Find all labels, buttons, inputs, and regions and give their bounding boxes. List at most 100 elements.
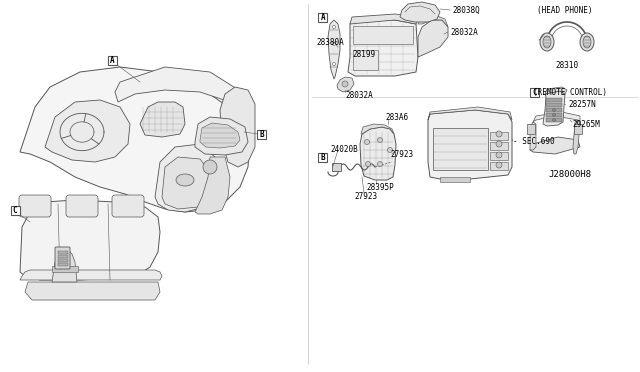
Polygon shape bbox=[328, 20, 340, 79]
Polygon shape bbox=[140, 102, 185, 137]
Text: 28310: 28310 bbox=[556, 61, 579, 70]
Polygon shape bbox=[400, 2, 440, 22]
Circle shape bbox=[496, 141, 502, 147]
FancyBboxPatch shape bbox=[257, 129, 266, 138]
Polygon shape bbox=[115, 67, 248, 112]
Text: - SEC.690: - SEC.690 bbox=[513, 137, 555, 145]
Bar bbox=[546, 103, 562, 107]
Circle shape bbox=[203, 160, 217, 174]
Circle shape bbox=[496, 131, 502, 137]
Polygon shape bbox=[195, 117, 248, 155]
Circle shape bbox=[387, 148, 392, 153]
Circle shape bbox=[365, 161, 371, 167]
Polygon shape bbox=[360, 127, 396, 180]
Polygon shape bbox=[200, 123, 240, 148]
Text: B: B bbox=[321, 153, 325, 161]
Bar bbox=[353, 50, 378, 70]
FancyBboxPatch shape bbox=[319, 153, 328, 161]
Polygon shape bbox=[530, 137, 580, 154]
Text: 28395P: 28395P bbox=[366, 183, 394, 192]
Bar bbox=[546, 98, 562, 102]
Circle shape bbox=[378, 161, 383, 167]
Bar bbox=[58, 259, 67, 262]
Circle shape bbox=[342, 81, 348, 87]
Text: 28038Q: 28038Q bbox=[452, 6, 480, 15]
Polygon shape bbox=[428, 110, 512, 179]
Text: 28257N: 28257N bbox=[568, 99, 596, 109]
Polygon shape bbox=[350, 14, 418, 24]
Text: A: A bbox=[109, 55, 115, 64]
Circle shape bbox=[496, 152, 502, 158]
FancyBboxPatch shape bbox=[66, 195, 98, 217]
Text: 28380A: 28380A bbox=[316, 38, 344, 46]
Bar bbox=[490, 152, 508, 160]
Text: C: C bbox=[532, 87, 538, 96]
Text: B: B bbox=[260, 129, 264, 138]
Circle shape bbox=[333, 42, 335, 45]
Text: 24020B: 24020B bbox=[330, 144, 358, 154]
Polygon shape bbox=[337, 77, 354, 92]
Polygon shape bbox=[543, 91, 565, 126]
Polygon shape bbox=[361, 124, 394, 134]
Polygon shape bbox=[530, 122, 536, 150]
Ellipse shape bbox=[176, 174, 194, 186]
FancyBboxPatch shape bbox=[531, 87, 540, 96]
Circle shape bbox=[378, 138, 383, 142]
Bar bbox=[574, 124, 582, 134]
Bar bbox=[332, 163, 341, 171]
FancyBboxPatch shape bbox=[108, 55, 116, 64]
FancyBboxPatch shape bbox=[319, 13, 328, 22]
FancyBboxPatch shape bbox=[10, 205, 19, 215]
Text: (REMOTE CONTROL): (REMOTE CONTROL) bbox=[533, 87, 607, 96]
Polygon shape bbox=[25, 282, 160, 300]
Bar bbox=[440, 177, 470, 182]
Text: 283A6: 283A6 bbox=[385, 112, 408, 122]
Polygon shape bbox=[162, 157, 210, 209]
Circle shape bbox=[552, 113, 556, 116]
Circle shape bbox=[552, 119, 556, 122]
Ellipse shape bbox=[580, 33, 594, 51]
Polygon shape bbox=[45, 100, 130, 162]
Text: 28032A: 28032A bbox=[450, 28, 477, 36]
Polygon shape bbox=[545, 87, 567, 94]
Text: (HEAD PHONE): (HEAD PHONE) bbox=[537, 6, 593, 15]
Polygon shape bbox=[220, 87, 255, 167]
Text: 27923: 27923 bbox=[390, 150, 413, 158]
Circle shape bbox=[496, 162, 502, 168]
FancyBboxPatch shape bbox=[55, 247, 70, 269]
Ellipse shape bbox=[540, 33, 554, 51]
Polygon shape bbox=[573, 120, 580, 154]
Bar bbox=[58, 255, 67, 258]
Circle shape bbox=[365, 140, 369, 144]
Polygon shape bbox=[533, 112, 580, 122]
Circle shape bbox=[333, 26, 335, 29]
Polygon shape bbox=[155, 144, 215, 212]
Polygon shape bbox=[428, 107, 512, 120]
Polygon shape bbox=[195, 157, 230, 214]
Ellipse shape bbox=[583, 36, 591, 48]
Circle shape bbox=[552, 109, 556, 112]
Ellipse shape bbox=[543, 36, 551, 48]
Polygon shape bbox=[20, 67, 250, 212]
Text: A: A bbox=[321, 13, 325, 22]
Circle shape bbox=[333, 62, 335, 65]
Text: J28000H8: J28000H8 bbox=[548, 170, 591, 179]
Text: 29265M: 29265M bbox=[572, 119, 600, 128]
Bar bbox=[58, 251, 67, 254]
Polygon shape bbox=[348, 20, 418, 76]
Polygon shape bbox=[52, 250, 77, 282]
Bar bbox=[546, 113, 562, 117]
Bar bbox=[58, 263, 67, 266]
Bar bbox=[490, 132, 508, 140]
Bar bbox=[490, 162, 508, 170]
Text: 28199: 28199 bbox=[352, 49, 375, 58]
Polygon shape bbox=[20, 200, 160, 280]
FancyBboxPatch shape bbox=[19, 195, 51, 217]
Text: 28032A: 28032A bbox=[345, 90, 372, 99]
Text: 27923: 27923 bbox=[354, 192, 377, 201]
Bar bbox=[52, 266, 78, 272]
FancyBboxPatch shape bbox=[112, 195, 144, 217]
Polygon shape bbox=[418, 14, 448, 27]
Polygon shape bbox=[20, 270, 162, 280]
Polygon shape bbox=[418, 20, 448, 57]
